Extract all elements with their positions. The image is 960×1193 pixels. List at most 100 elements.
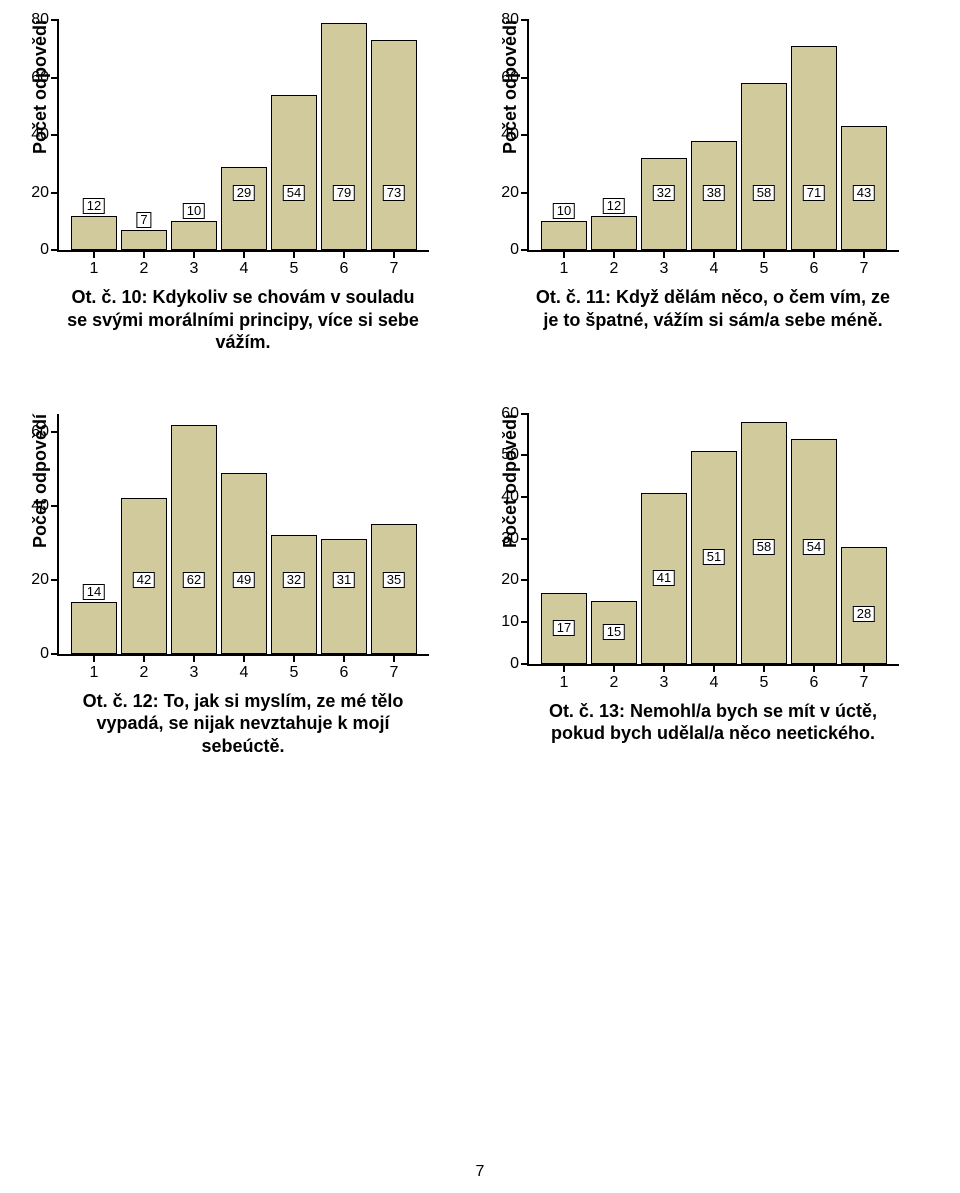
- bar: [741, 83, 787, 250]
- bar-value-label: 42: [133, 572, 155, 588]
- x-tick-label: 1: [90, 654, 99, 682]
- x-tick-label: 7: [860, 664, 869, 692]
- x-tick-label: 6: [340, 654, 349, 682]
- bar: [271, 95, 317, 250]
- plot-area: 02040608011227310429554679773: [57, 20, 429, 252]
- y-tick-label: 80: [501, 11, 529, 29]
- y-tick-label: 40: [31, 126, 59, 144]
- y-tick-label: 80: [31, 11, 59, 29]
- y-tick-label: 60: [501, 405, 529, 423]
- x-tick-label: 2: [610, 664, 619, 692]
- y-axis-label: Počet odpovědí: [500, 20, 521, 194]
- y-tick-label: 60: [31, 69, 59, 87]
- bar-value-label: 41: [653, 570, 675, 586]
- x-tick-label: 3: [190, 250, 199, 278]
- plot-column: 0204060114242362449532631735 Ot. č. 12: T…: [57, 414, 429, 758]
- y-tick-label: 0: [510, 655, 529, 673]
- chart-panel-c13: Počet odpovědí01020304050601172153414515…: [500, 414, 930, 758]
- x-tick-label: 1: [560, 664, 569, 692]
- plot-column: 02040608011227310429554679773Ot. č. 10: …: [57, 20, 429, 354]
- y-tick-label: 60: [501, 69, 529, 87]
- chart-panel-c10: Počet odpovědí02040608011227310429554679…: [30, 20, 460, 354]
- y-tick-label: 60: [31, 423, 59, 441]
- bar: [791, 46, 837, 250]
- x-tick-label: 7: [860, 250, 869, 278]
- chart-caption: Ot. č. 12: To, jak si myslím, ze mé tělo…: [63, 690, 423, 758]
- bar-value-label: 10: [183, 203, 205, 219]
- chart-grid: Počet odpovědí02040608011227310429554679…: [0, 0, 960, 757]
- bar: [171, 425, 217, 654]
- x-tick-label: 4: [240, 250, 249, 278]
- bar-value-label: 54: [803, 539, 825, 555]
- bar: [371, 524, 417, 653]
- bar-value-label: 54: [283, 185, 305, 201]
- bar-value-label: 10: [553, 203, 575, 219]
- bar: [71, 216, 117, 251]
- bar: [221, 167, 267, 250]
- page-number: 7: [476, 1163, 485, 1181]
- bar: [271, 535, 317, 653]
- y-tick-label: 20: [501, 184, 529, 202]
- y-tick-label: 20: [501, 571, 529, 589]
- x-tick-label: 1: [90, 250, 99, 278]
- bar: [321, 539, 367, 653]
- x-tick-label: 3: [190, 654, 199, 682]
- y-tick-label: 0: [40, 241, 59, 259]
- bar-value-label: 15: [603, 624, 625, 640]
- y-axis-label: Počet odpovědí: [30, 20, 51, 194]
- bar: [71, 602, 117, 654]
- x-tick-label: 5: [760, 664, 769, 692]
- plot-area: 020406080110212332438558671743: [527, 20, 899, 252]
- bar-value-label: 49: [233, 572, 255, 588]
- x-tick-label: 2: [140, 250, 149, 278]
- bar-value-label: 79: [333, 185, 355, 201]
- y-tick-label: 40: [31, 497, 59, 515]
- bar-value-label: 38: [703, 185, 725, 201]
- page: Počet odpovědí02040608011227310429554679…: [0, 0, 960, 1193]
- bar: [541, 221, 587, 250]
- y-tick-label: 0: [40, 645, 59, 663]
- x-tick-label: 5: [290, 250, 299, 278]
- x-tick-label: 4: [240, 654, 249, 682]
- bar-value-label: 12: [603, 198, 625, 214]
- x-tick-label: 3: [660, 250, 669, 278]
- y-tick-label: 20: [31, 571, 59, 589]
- x-tick-label: 6: [810, 250, 819, 278]
- chart-panel-c11: Počet odpovědí02040608011021233243855867…: [500, 20, 930, 354]
- y-tick-label: 20: [31, 184, 59, 202]
- y-tick-label: 40: [501, 126, 529, 144]
- x-tick-label: 5: [290, 654, 299, 682]
- y-tick-label: 40: [501, 488, 529, 506]
- y-tick-label: 10: [501, 613, 529, 631]
- bar: [591, 216, 637, 251]
- x-tick-label: 5: [760, 250, 769, 278]
- bar-value-label: 32: [653, 185, 675, 201]
- bar-value-label: 51: [703, 549, 725, 565]
- bar: [371, 40, 417, 250]
- x-tick-label: 4: [710, 664, 719, 692]
- chart-caption: Ot. č. 13: Nemohl/a bych se mít v úctě, …: [533, 700, 893, 745]
- bar-value-label: 35: [383, 572, 405, 588]
- plot-area: 0204060114242362449532631735: [57, 414, 429, 656]
- bar-value-label: 62: [183, 572, 205, 588]
- x-tick-label: 2: [610, 250, 619, 278]
- x-tick-label: 2: [140, 654, 149, 682]
- bar: [321, 23, 367, 250]
- bar-value-label: 32: [283, 572, 305, 588]
- bar-value-label: 14: [83, 584, 105, 600]
- bar-value-label: 7: [136, 212, 151, 228]
- y-tick-label: 50: [501, 446, 529, 464]
- x-tick-label: 7: [390, 250, 399, 278]
- bar-value-label: 29: [233, 185, 255, 201]
- x-tick-label: 6: [810, 664, 819, 692]
- chart-caption: Ot. č. 11: Když dělám něco, o čem vím, z…: [533, 286, 893, 331]
- bar-value-label: 31: [333, 572, 355, 588]
- x-tick-label: 7: [390, 654, 399, 682]
- bar-value-label: 58: [753, 539, 775, 555]
- bar: [121, 230, 167, 250]
- x-tick-label: 3: [660, 664, 669, 692]
- y-tick-label: 0: [510, 241, 529, 259]
- y-tick-label: 30: [501, 530, 529, 548]
- bar-value-label: 43: [853, 185, 875, 201]
- bar-value-label: 71: [803, 185, 825, 201]
